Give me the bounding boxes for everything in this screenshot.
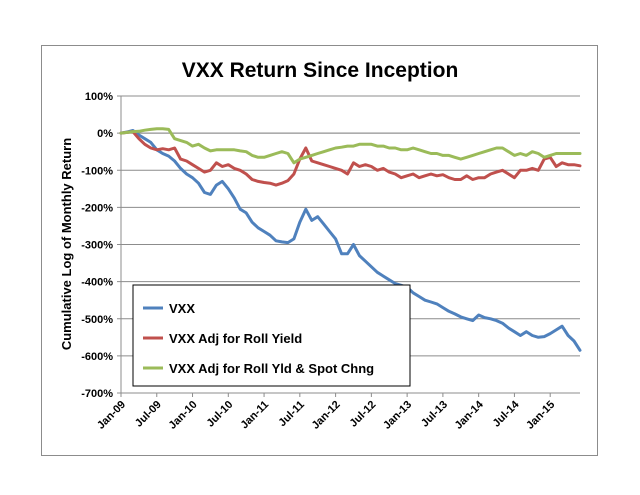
y-tick-label: 100% bbox=[85, 91, 113, 103]
series-line bbox=[119, 130, 582, 187]
legend: VXX VXX Adj for Roll Yield VXX Adj for Rol… bbox=[132, 284, 411, 387]
y-axis-label: Cumulative Log of Monthly Return bbox=[59, 138, 74, 350]
legend-label: VXX Adj for Roll Yld & Spot Chng bbox=[169, 361, 374, 376]
y-tick-label: -400% bbox=[81, 277, 113, 289]
x-tick-label: Jan-12 bbox=[310, 399, 343, 432]
series-lines bbox=[119, 127, 582, 352]
x-tick-label: Jul-10 bbox=[204, 399, 235, 430]
x-tick-label: Jul-11 bbox=[276, 399, 307, 430]
legend-label: VXX Adj for Roll Yield bbox=[169, 331, 302, 346]
x-tick-label: Jan-10 bbox=[167, 399, 200, 432]
x-tick-label: Jan-15 bbox=[524, 399, 557, 432]
series-line bbox=[119, 127, 582, 165]
y-tick-label: -100% bbox=[81, 165, 113, 177]
chart-frame bbox=[41, 45, 598, 456]
y-tick-labels: 100% 0% -100% -200% -300% -400% -500% -600% -700… bbox=[81, 91, 113, 400]
x-tick-label: Jul-13 bbox=[419, 399, 450, 430]
y-tick-label: 0% bbox=[97, 128, 113, 140]
legend-label: VXX bbox=[169, 301, 195, 316]
y-tick-label: -200% bbox=[81, 202, 113, 214]
x-tick-label: Jan-11 bbox=[238, 399, 271, 432]
y-tick-label: -300% bbox=[81, 240, 113, 252]
x-tick-label: Jan-13 bbox=[381, 399, 414, 432]
y-tick-label: -500% bbox=[81, 314, 113, 326]
chart-title: VXX Return Since Inception bbox=[182, 59, 459, 82]
x-tick-label: Jul-09 bbox=[133, 399, 164, 430]
y-tick-label: -600% bbox=[81, 351, 113, 363]
legend-box bbox=[132, 284, 411, 387]
x-tick-labels: Jan-09 Jul-09 Jan-10 Jul-10 Jan-11 Jul-11 Jan-… bbox=[95, 398, 557, 432]
x-tick-label: Jul-14 bbox=[491, 398, 523, 430]
y-tick-label: -700% bbox=[81, 388, 113, 400]
x-tick-label: Jul-12 bbox=[348, 399, 379, 430]
series-line bbox=[119, 129, 582, 352]
x-tick-label: Jan-14 bbox=[453, 398, 487, 432]
x-tick-label: Jan-09 bbox=[95, 399, 128, 432]
